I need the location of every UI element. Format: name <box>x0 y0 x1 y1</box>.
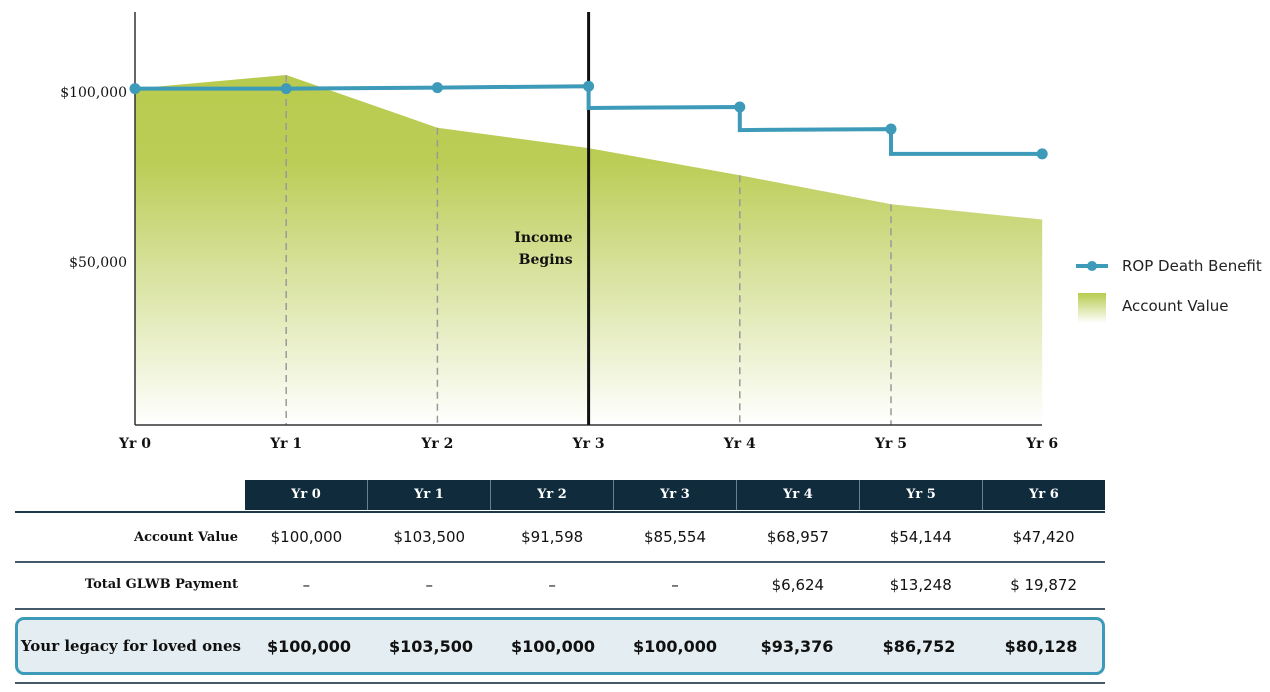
cell: $100,000 <box>270 528 343 546</box>
area-swatch-icon <box>1076 291 1108 323</box>
rop-point <box>280 83 292 95</box>
rop-line-swatch-icon <box>1076 251 1108 281</box>
row-label: Account Value <box>134 529 238 545</box>
cell: $93,376 <box>760 636 834 656</box>
row-label: Your legacy for loved ones <box>20 637 241 655</box>
col-header: Yr 0 <box>291 487 321 502</box>
col-header: Yr 6 <box>982 480 1105 510</box>
rop-point <box>734 101 746 113</box>
table-row-glwb-payment: Total GLWB Payment – – – – $6,624 $13,24… <box>15 561 1105 610</box>
table-bottom-divider <box>15 682 1105 684</box>
x-tick-label: Yr 2 <box>420 436 453 452</box>
legend-item-account-value: Account Value <box>1076 286 1262 326</box>
rop-death-benefit-line <box>135 84 1043 156</box>
legend-label: Account Value <box>1122 297 1229 315</box>
cell: $85,554 <box>643 528 707 546</box>
rop-point <box>885 123 897 135</box>
x-tick-label: Yr 3 <box>572 436 605 452</box>
cell: $54,144 <box>889 528 952 546</box>
cell: $100,000 <box>266 636 351 656</box>
legend-label: ROP Death Benefit <box>1122 257 1262 275</box>
cell: $100,000 <box>632 636 717 656</box>
col-header: Yr 5 <box>859 480 982 510</box>
y-tick-label: $100,000 <box>60 85 127 101</box>
rop-point <box>1036 148 1048 160</box>
x-tick-label: Yr 6 <box>1025 436 1058 452</box>
cell: $68,957 <box>766 528 829 546</box>
legend-item-rop: ROP Death Benefit <box>1076 246 1262 286</box>
x-tick-label: Yr 5 <box>874 436 907 452</box>
rop-point <box>431 82 443 94</box>
cell: $91,598 <box>521 528 584 546</box>
cell: $6,624 <box>771 575 825 594</box>
rop-point <box>583 80 595 92</box>
legacy-chart: Income Begins Yr 0 Yr 1 Yr 2 Yr 3 Yr 4 Yr 5 Yr… <box>60 12 1058 452</box>
cell: $ 19,872 <box>1010 575 1077 594</box>
table-header: Yr 0 Yr 1 Yr 2 Yr 3 Yr 4 Yr 5 Yr 6 <box>245 480 1105 510</box>
cell: $86,752 <box>882 636 956 656</box>
row-label: Total GLWB Payment <box>84 577 238 592</box>
col-header: Yr 2 <box>490 480 613 510</box>
table-row-legacy: Your legacy for loved ones $100,000 $103… <box>15 617 1105 675</box>
x-tick-label: Yr 1 <box>269 436 302 452</box>
table-row-account-value: Account Value $100,000 $103,500 $91,598 … <box>15 511 1105 563</box>
cell: $103,500 <box>393 528 466 546</box>
cell: $47,420 <box>1012 528 1075 546</box>
x-tick-label: Yr 0 <box>118 436 151 452</box>
cell: – <box>671 575 679 594</box>
cell: $13,248 <box>889 575 952 594</box>
cell: – <box>425 575 434 594</box>
cell: $103,500 <box>388 636 473 656</box>
col-header: Yr 3 <box>613 480 736 510</box>
annotation-line1: Income <box>514 230 572 246</box>
col-header: Yr 1 <box>367 480 490 510</box>
annotation-line2: Begins <box>519 252 573 268</box>
col-header: Yr 4 <box>736 480 859 510</box>
cell: $80,128 <box>1004 636 1078 656</box>
y-tick-label: $50,000 <box>69 255 127 271</box>
rop-point <box>129 83 141 95</box>
legend: ROP Death Benefit Account Value <box>1076 246 1262 326</box>
cell: – <box>302 575 311 594</box>
cell: – <box>548 575 556 594</box>
x-tick-label: Yr 4 <box>723 436 756 452</box>
cell: $100,000 <box>510 636 595 656</box>
